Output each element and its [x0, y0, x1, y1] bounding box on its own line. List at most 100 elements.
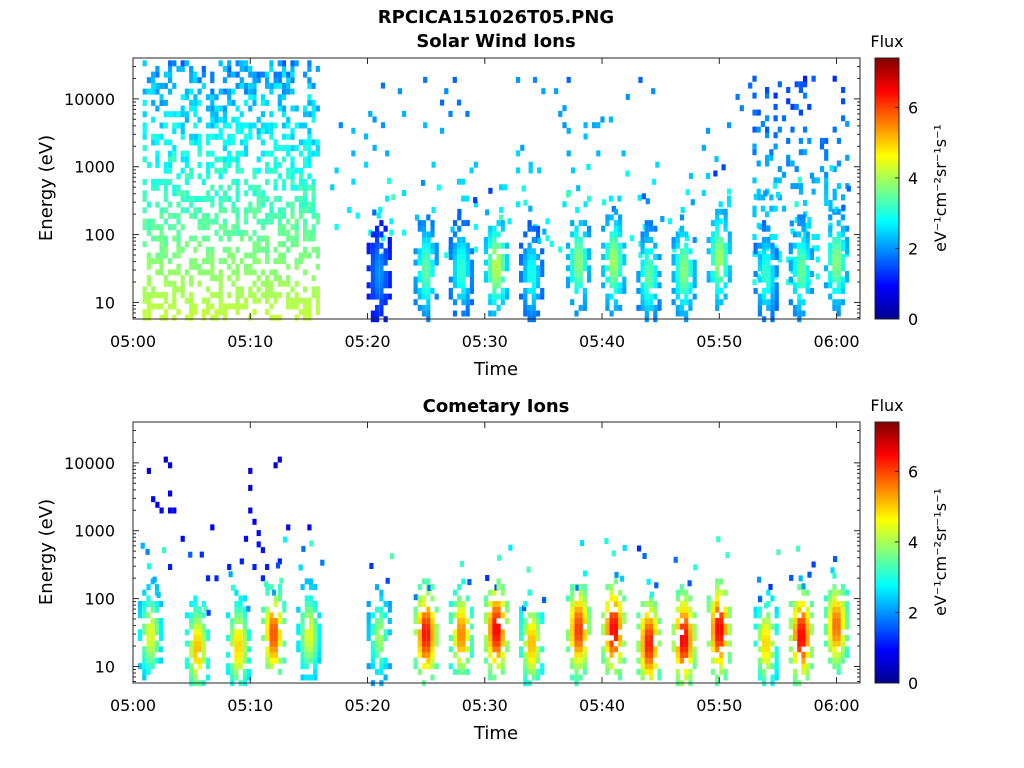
heatmap-cell [640, 663, 645, 670]
heatmap-cell [527, 310, 532, 317]
axes: 05:00 05:10 05:20 05:30 05:40 05:50 06:0010100… [64, 57, 860, 351]
heatmap-cell [653, 310, 658, 317]
heatmap-cell [805, 589, 810, 596]
heatmap-cell [675, 310, 680, 317]
heatmap-cell [467, 579, 472, 586]
heatmap-cell [500, 287, 505, 294]
heatmap-cell [176, 201, 181, 208]
heatmap-cell [832, 651, 837, 658]
heatmap-cell [648, 276, 654, 283]
heatmap-cell [535, 265, 541, 272]
heatmap-cell [313, 635, 318, 641]
heatmap-cell [719, 612, 724, 619]
heatmap-cell [372, 144, 377, 151]
heatmap-cell [238, 601, 243, 607]
heatmap-cell [290, 65, 295, 72]
heatmap-cell [383, 254, 388, 260]
heatmap-cell [840, 231, 845, 238]
heatmap-cell [383, 282, 388, 289]
heatmap-cell [807, 137, 812, 144]
heatmap-cell [197, 618, 202, 624]
heatmap-cell [161, 547, 167, 554]
heatmap-cell [532, 76, 538, 83]
heatmap-cell [372, 209, 377, 216]
heatmap-cell [531, 651, 536, 658]
heatmap-cell [828, 612, 833, 619]
heatmap-cell [570, 606, 575, 613]
heatmap-cell [387, 601, 392, 607]
heatmap-cell [159, 623, 164, 630]
heatmap-cell [675, 668, 680, 675]
heatmap-cell [277, 252, 282, 259]
heatmap-cell [281, 280, 287, 287]
heatmap-cell [457, 248, 462, 255]
heatmap-cell [281, 258, 287, 265]
heatmap-cell [294, 292, 299, 299]
heatmap-cell [762, 242, 767, 249]
heatmap-cell [465, 646, 470, 653]
heatmap-cell [201, 71, 206, 78]
heatmap-cell [836, 282, 841, 289]
heatmap-cell [317, 612, 322, 619]
heatmap-cell [242, 606, 247, 613]
heatmap-cell [535, 282, 541, 289]
heatmap-cell [168, 162, 173, 168]
heatmap-cell [163, 252, 168, 259]
heatmap-cell [197, 162, 202, 168]
heatmap-cell [727, 237, 732, 243]
heatmap-cell [675, 606, 680, 613]
heatmap-cell [163, 292, 168, 299]
heatmap-cell [824, 200, 829, 206]
heatmap-cell [243, 145, 249, 152]
heatmap-cell [757, 265, 762, 272]
heatmap-cell [653, 623, 658, 630]
heatmap-cell [227, 71, 232, 78]
heatmap-cell [417, 276, 422, 283]
heatmap-cell [644, 629, 649, 636]
heatmap-cell [448, 248, 453, 255]
heatmap-cell [823, 612, 829, 619]
heatmap-cell [417, 635, 422, 641]
heatmap-cell [845, 248, 850, 255]
heatmap-cell [587, 225, 592, 232]
heatmap-cell [582, 629, 587, 636]
heatmap-cell [180, 207, 185, 214]
heatmap-cell [618, 618, 623, 624]
heatmap-cell [311, 190, 316, 197]
heatmap-cell [832, 259, 837, 266]
heatmap-cell [485, 575, 490, 581]
heatmap-cell [574, 259, 579, 266]
heatmap-cell [794, 217, 799, 223]
heatmap-cell [797, 231, 802, 238]
heatmap-cell [142, 145, 147, 152]
heatmap-cell [452, 299, 458, 306]
heatmap-cell [452, 668, 458, 675]
heatmap-cell [193, 99, 198, 106]
heatmap-cell [535, 310, 541, 317]
heatmap-cell [286, 77, 291, 84]
heatmap-cell [797, 304, 802, 311]
heatmap-cell [766, 254, 771, 260]
heatmap-cell [840, 254, 845, 260]
heatmap-cell [230, 623, 235, 630]
heatmap-cell [277, 229, 282, 236]
heatmap-cell [265, 122, 270, 129]
heatmap-cell [762, 651, 767, 658]
heatmap-cell [286, 235, 291, 242]
heatmap-cell [823, 265, 829, 272]
heatmap-cell [434, 242, 439, 249]
heatmap-cell [413, 276, 418, 283]
heatmap-cell [151, 82, 156, 89]
heatmap-cell [203, 605, 208, 612]
heatmap-cell [176, 190, 181, 197]
heatmap-cell [154, 640, 159, 647]
heatmap-cell [163, 111, 168, 118]
heatmap-cell [239, 292, 244, 299]
heatmap-cell [273, 162, 278, 168]
heatmap-cell [210, 105, 215, 112]
heatmap-cell [582, 612, 587, 619]
heatmap-cell [260, 218, 265, 225]
heatmap-cell [296, 606, 301, 613]
heatmap-cell [710, 248, 716, 255]
heatmap-cell [836, 208, 841, 215]
